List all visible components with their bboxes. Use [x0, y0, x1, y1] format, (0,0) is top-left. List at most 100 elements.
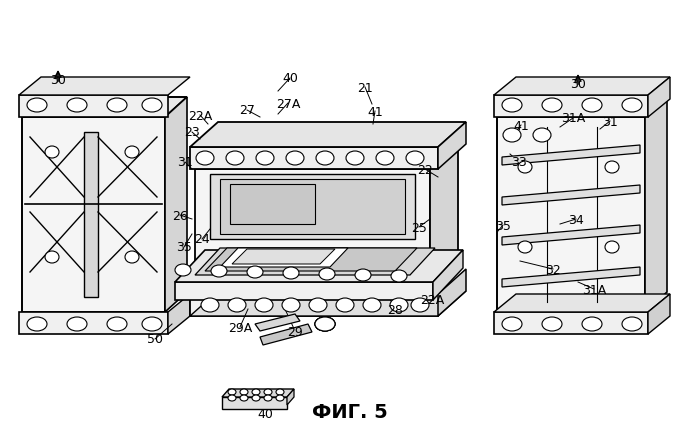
Ellipse shape — [125, 147, 139, 159]
Ellipse shape — [502, 99, 522, 113]
Text: 34: 34 — [568, 213, 584, 226]
Polygon shape — [190, 123, 466, 147]
Ellipse shape — [406, 152, 424, 166]
Polygon shape — [195, 169, 430, 294]
Ellipse shape — [605, 241, 619, 253]
Polygon shape — [438, 123, 466, 169]
Ellipse shape — [283, 267, 299, 280]
Ellipse shape — [355, 269, 371, 281]
Polygon shape — [430, 140, 458, 294]
Ellipse shape — [315, 317, 335, 331]
Ellipse shape — [196, 152, 214, 166]
Ellipse shape — [315, 317, 335, 331]
Ellipse shape — [252, 389, 260, 395]
Ellipse shape — [503, 129, 521, 143]
Text: 26: 26 — [172, 209, 188, 222]
Text: 27: 27 — [239, 104, 255, 117]
Polygon shape — [220, 180, 405, 234]
Polygon shape — [287, 389, 294, 405]
Polygon shape — [502, 146, 640, 166]
Polygon shape — [433, 250, 463, 300]
Polygon shape — [494, 294, 670, 312]
Polygon shape — [222, 389, 294, 397]
Ellipse shape — [533, 129, 551, 143]
Text: 28: 28 — [387, 303, 403, 316]
Ellipse shape — [252, 395, 260, 401]
Ellipse shape — [376, 152, 394, 166]
Ellipse shape — [316, 152, 334, 166]
Ellipse shape — [605, 162, 619, 174]
Ellipse shape — [542, 99, 562, 113]
Ellipse shape — [228, 298, 246, 312]
Ellipse shape — [346, 152, 364, 166]
Polygon shape — [497, 98, 667, 118]
Ellipse shape — [315, 317, 335, 331]
Ellipse shape — [282, 298, 300, 312]
Polygon shape — [205, 249, 417, 271]
Ellipse shape — [390, 298, 408, 312]
Ellipse shape — [518, 162, 532, 174]
Ellipse shape — [264, 395, 272, 401]
Text: 50: 50 — [147, 333, 163, 346]
Ellipse shape — [67, 99, 87, 113]
Polygon shape — [19, 312, 168, 334]
Text: 23: 23 — [184, 126, 200, 139]
Text: ФИГ. 5: ФИГ. 5 — [312, 402, 387, 421]
Text: 24: 24 — [194, 233, 210, 246]
Ellipse shape — [622, 317, 642, 331]
Polygon shape — [502, 225, 640, 246]
Ellipse shape — [582, 99, 602, 113]
Ellipse shape — [142, 99, 162, 113]
Ellipse shape — [363, 298, 381, 312]
Polygon shape — [220, 249, 348, 267]
Ellipse shape — [315, 317, 335, 331]
Ellipse shape — [142, 317, 162, 331]
Polygon shape — [175, 283, 433, 300]
Polygon shape — [195, 249, 435, 275]
Polygon shape — [165, 98, 187, 312]
Ellipse shape — [319, 268, 335, 280]
Ellipse shape — [542, 317, 562, 331]
Polygon shape — [84, 133, 98, 297]
Polygon shape — [19, 96, 168, 118]
Ellipse shape — [175, 264, 191, 276]
Text: 22A: 22A — [420, 293, 444, 306]
Text: 29: 29 — [287, 325, 303, 338]
Polygon shape — [230, 184, 315, 224]
Ellipse shape — [411, 298, 429, 312]
Text: 41: 41 — [513, 119, 529, 132]
Text: 33: 33 — [511, 156, 527, 169]
Polygon shape — [175, 250, 463, 283]
Text: 40: 40 — [257, 408, 273, 421]
Ellipse shape — [264, 389, 272, 395]
Polygon shape — [210, 175, 415, 240]
Polygon shape — [190, 294, 438, 316]
Ellipse shape — [125, 252, 139, 264]
Ellipse shape — [582, 317, 602, 331]
Polygon shape — [195, 140, 458, 169]
Text: 22: 22 — [417, 163, 433, 176]
Ellipse shape — [107, 317, 127, 331]
Ellipse shape — [201, 298, 219, 312]
Polygon shape — [168, 294, 190, 334]
Ellipse shape — [228, 395, 236, 401]
Ellipse shape — [391, 270, 407, 283]
Polygon shape — [648, 294, 670, 334]
Text: 30: 30 — [50, 74, 66, 87]
Text: 31A: 31A — [582, 283, 606, 296]
Text: 31: 31 — [177, 156, 193, 169]
Ellipse shape — [502, 317, 522, 331]
Polygon shape — [22, 98, 187, 118]
Polygon shape — [255, 314, 300, 331]
Polygon shape — [232, 249, 335, 264]
Ellipse shape — [211, 265, 227, 277]
Text: 25: 25 — [411, 221, 427, 234]
Ellipse shape — [518, 241, 532, 253]
Polygon shape — [22, 118, 165, 312]
Text: 41: 41 — [367, 105, 383, 118]
Ellipse shape — [276, 389, 284, 395]
Ellipse shape — [107, 99, 127, 113]
Polygon shape — [645, 98, 667, 312]
Ellipse shape — [228, 389, 236, 395]
Text: 22A: 22A — [188, 109, 212, 122]
